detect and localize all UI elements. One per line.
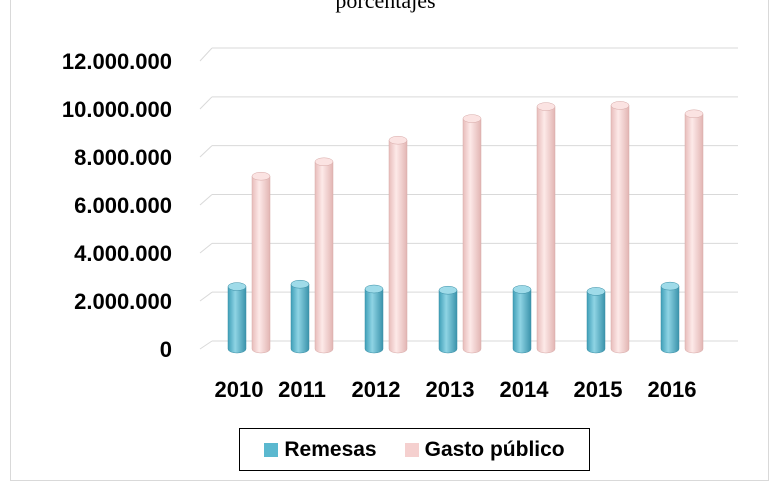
x-tick-label: 2016 [648, 377, 697, 402]
bar-remesas-2014 [512, 285, 532, 354]
x-tick-label: 2013 [426, 377, 475, 402]
gridline-diag [199, 242, 213, 254]
gridline-diag [199, 145, 213, 158]
bar-remesas-2011 [290, 279, 310, 354]
bar-gasto-publico-2011 [314, 157, 334, 354]
gridline-diag [199, 340, 213, 350]
y-tick-label: 6.000.000 [74, 193, 172, 218]
bar-remesas-2010 [227, 282, 247, 354]
legend-label-remesas: Remesas [284, 437, 377, 461]
gridline-diag [199, 291, 213, 302]
y-tick-label: 10.000.000 [62, 97, 172, 122]
gridline-diag [199, 194, 213, 206]
bar-remesas-2013 [438, 285, 458, 354]
bar-remesas-2015 [586, 287, 606, 354]
legend-item-gasto-publico: Gasto público [404, 437, 565, 462]
legend-swatch-gasto-publico [404, 442, 419, 457]
legend-swatch-remesas [264, 442, 279, 457]
x-tick-label: 2014 [500, 377, 550, 402]
chart-title: porcentajes [335, 0, 436, 13]
x-tick-label: 2012 [352, 377, 401, 402]
bar-gasto-publico-2013 [462, 114, 482, 354]
bar-gasto-publico-2016 [684, 109, 704, 354]
gridline-diag [199, 96, 213, 110]
x-tick-label: 2010 [215, 377, 264, 402]
gridline-diag [199, 47, 213, 62]
y-tick-label: 0 [160, 337, 172, 362]
bar-remesas-2012 [364, 284, 384, 354]
legend-label-gasto-publico: Gasto público [424, 437, 565, 461]
bars [227, 101, 704, 354]
bar-gasto-publico-2014 [536, 102, 556, 354]
legend: Remesas Gasto público [239, 428, 590, 471]
bar-remesas-2016 [660, 281, 680, 354]
bar-gasto-publico-2010 [251, 171, 271, 354]
x-axis-ticks: 2010 2011 2012 2013 2014 2015 2016 [215, 377, 697, 402]
y-tick-label: 4.000.000 [74, 241, 172, 266]
chart-frame [10, 0, 769, 481]
y-tick-label: 12.000.000 [62, 49, 172, 74]
bar-gasto-publico-2012 [388, 135, 408, 354]
x-tick-label: 2015 [574, 377, 623, 402]
y-tick-label: 2.000.000 [74, 289, 172, 314]
y-axis-ticks: 0 2.000.000 4.000.000 6.000.000 8.000.000 10.… [62, 49, 172, 362]
legend-item-remesas: Remesas [264, 437, 377, 462]
x-tick-label: 2011 [278, 377, 326, 402]
y-tick-label: 8.000.000 [74, 145, 172, 170]
bar-gasto-publico-2015 [610, 101, 630, 354]
